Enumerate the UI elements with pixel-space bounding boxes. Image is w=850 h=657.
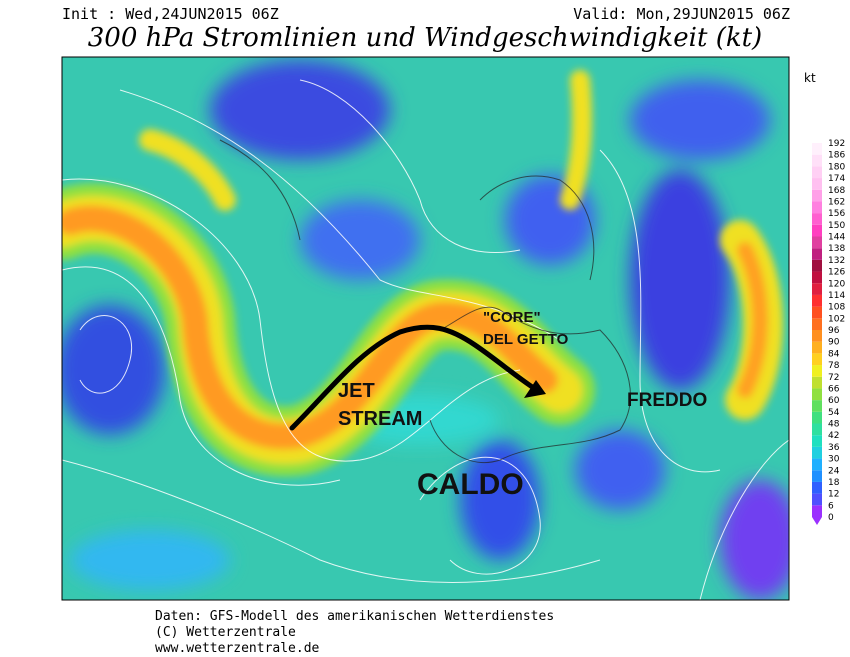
colorbar-swatch	[812, 189, 822, 202]
core-label: DEL GETTO	[483, 331, 569, 348]
colorbar-swatch	[812, 236, 822, 249]
colorbar-swatch	[812, 259, 822, 272]
colorbar-label: 60	[828, 396, 840, 406]
footer-line: www.wetterzentrale.de	[155, 641, 320, 656]
colorbar-swatch	[812, 178, 822, 190]
colorbar-label: 36	[828, 443, 840, 453]
colorbar-label: 78	[828, 361, 840, 371]
colorbar-swatch	[812, 400, 822, 412]
colorbar-swatch	[812, 353, 822, 366]
colorbar-label: 90	[828, 338, 840, 348]
footer-line: (C) Wetterzentrale	[155, 625, 296, 640]
colorbar-swatch	[812, 306, 822, 319]
colorbar-label: 174	[828, 174, 845, 184]
warm-label: CALDO	[417, 468, 524, 501]
colorbar-tip	[812, 517, 822, 525]
colorbar-swatch	[812, 294, 822, 307]
colorbar-label: 12	[828, 490, 839, 500]
colorbar-label: 42	[828, 431, 839, 441]
colorbar-label: 66	[828, 384, 840, 394]
colorbar-swatch	[812, 481, 822, 494]
colorbar-label: 150	[828, 221, 845, 231]
colorbar-swatch	[812, 318, 822, 330]
colorbar-swatch	[812, 283, 822, 295]
colorbar-label: 156	[828, 209, 845, 219]
colorbar-swatch	[812, 493, 822, 506]
colorbar-label: 96	[828, 326, 840, 336]
cold-label: FREDDO	[627, 390, 707, 411]
colorbar-label: 48	[828, 420, 840, 430]
colorbar-label: 108	[828, 303, 845, 313]
colorbar-swatch	[812, 271, 822, 284]
colorbar-label: 144	[828, 233, 845, 243]
map-title: 300 hPa Stromlinien und Windgeschwindigk…	[88, 23, 762, 53]
colorbar-label: 120	[828, 279, 845, 289]
colorbar-swatch	[812, 143, 822, 155]
colorbar-swatch	[812, 505, 822, 517]
colorbar-swatch	[812, 154, 822, 167]
colorbar-swatch	[812, 435, 822, 447]
colorbar-swatch	[812, 224, 822, 237]
colorbar: 0612182430364248546066727884909610210811…	[812, 139, 845, 525]
wind-map	[62, 57, 789, 600]
colorbar-swatch	[812, 213, 822, 225]
colorbar-label: 54	[828, 408, 840, 418]
footer-line: Daten: GFS-Modell des amerikanischen Wet…	[155, 609, 554, 624]
colorbar-swatch	[812, 330, 822, 342]
colorbar-label: 162	[828, 197, 845, 207]
colorbar-label: 102	[828, 314, 845, 324]
colorbar-label: 24	[828, 466, 840, 476]
colorbar-label: 186	[828, 151, 845, 161]
colorbar-label: 114	[828, 291, 845, 301]
colorbar-label: 6	[828, 501, 834, 511]
colorbar-swatch	[812, 388, 822, 401]
colorbar-label: 138	[828, 244, 845, 254]
colorbar-label: 192	[828, 139, 845, 149]
init-time: Init : Wed,24JUN2015 06Z	[62, 5, 279, 23]
colorbar-unit: kt	[804, 71, 816, 85]
colorbar-swatch	[812, 446, 822, 459]
colorbar-swatch	[812, 201, 822, 214]
valid-time: Valid: Mon,29JUN2015 06Z	[573, 5, 790, 23]
colorbar-label: 18	[828, 478, 840, 488]
colorbar-swatch	[812, 458, 822, 471]
colorbar-swatch	[812, 365, 822, 377]
colorbar-label: 180	[828, 162, 845, 172]
jet-label: STREAM	[338, 408, 422, 430]
colorbar-label: 132	[828, 256, 845, 266]
colorbar-label: 72	[828, 373, 839, 383]
colorbar-label: 0	[828, 513, 834, 523]
colorbar-swatch	[812, 248, 822, 260]
colorbar-label: 168	[828, 186, 845, 196]
colorbar-label: 30	[828, 455, 840, 465]
colorbar-label: 126	[828, 268, 845, 278]
colorbar-label: 84	[828, 349, 840, 359]
core-label: "CORE"	[483, 309, 541, 326]
colorbar-swatch	[812, 411, 822, 424]
colorbar-swatch	[812, 423, 822, 436]
colorbar-swatch	[812, 376, 822, 389]
colorbar-swatch	[812, 341, 822, 354]
colorbar-swatch	[812, 166, 822, 179]
jet-label: JET	[338, 380, 375, 402]
colorbar-swatch	[812, 470, 822, 482]
